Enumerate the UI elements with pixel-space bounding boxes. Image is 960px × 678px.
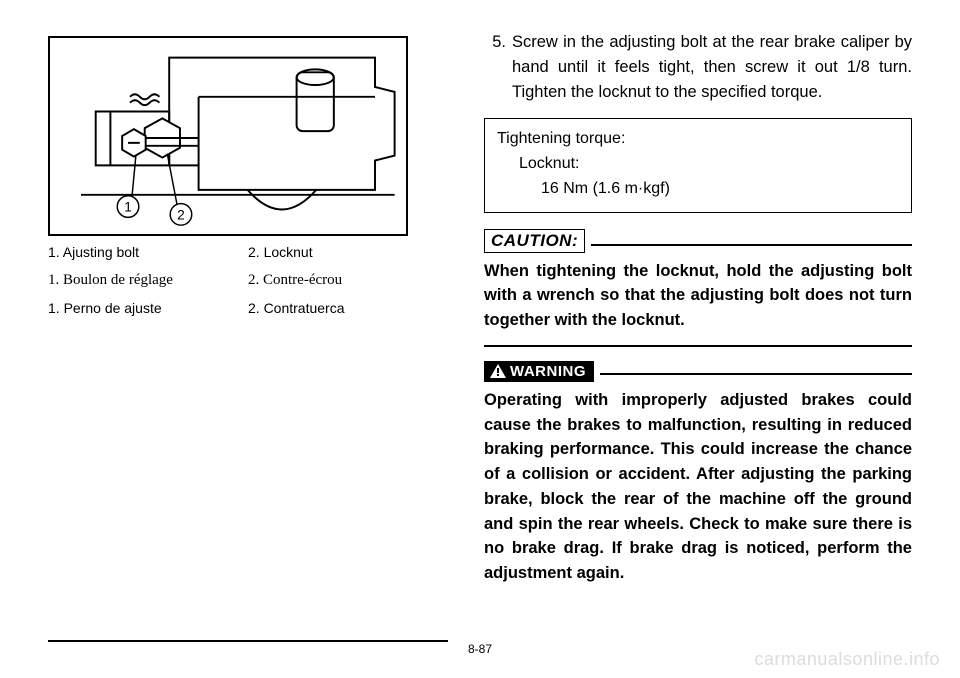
caption-es: 1. Perno de ajuste 2. Contratuerca (48, 298, 448, 319)
manual-page: 1 2 1. Ajusting bolt 2. Locknut 1. Boulo… (0, 0, 960, 678)
spec-box: Tightening torque: Locknut: 16 Nm (1.6 m… (484, 118, 912, 212)
spec-line-1: Tightening torque: (497, 127, 899, 152)
callout-1: 1 (124, 199, 132, 214)
right-column: 5. Screw in the adjusting bolt at the re… (484, 30, 912, 658)
warning-label-box: WARNING (484, 361, 594, 382)
spec-line-3: 16 Nm (1.6 m·kgf) (497, 177, 899, 202)
caption-en: 1. Ajusting bolt 2. Locknut (48, 242, 448, 263)
step-text: Screw in the adjusting bolt at the rear … (512, 30, 912, 104)
caution-header: CAUTION: (484, 229, 912, 253)
warning-header: WARNING (484, 361, 912, 382)
caption-fr: 1. Boulon de réglage 2. Contre-écrou (48, 269, 448, 292)
caution-label: CAUTION: (484, 229, 585, 253)
divider-1 (484, 345, 912, 347)
left-column: 1 2 1. Ajusting bolt 2. Locknut 1. Boulo… (48, 30, 448, 658)
warning-rule (600, 373, 912, 375)
figure-svg: 1 2 (50, 38, 406, 234)
caption-es-a: 1. Perno de ajuste (48, 298, 248, 319)
caption-es-b: 2. Contratuerca (248, 298, 448, 319)
warning-icon (490, 364, 506, 378)
spec-line-2: Locknut: (497, 152, 899, 177)
caption-fr-b: 2. Contre-écrou (248, 269, 448, 292)
warning-body: Operating with improperly adjusted brake… (484, 388, 912, 586)
caption-en-a: 1. Ajusting bolt (48, 242, 248, 263)
caution-rule (591, 244, 912, 246)
caution-body: When tightening the locknut, hold the ad… (484, 259, 912, 333)
watermark: carmanualsonline.info (754, 649, 940, 670)
caption-en-b: 2. Locknut (248, 242, 448, 263)
step-5: 5. Screw in the adjusting bolt at the re… (484, 30, 912, 104)
warning-label: WARNING (510, 363, 586, 380)
step-number: 5. (484, 30, 512, 104)
callout-2: 2 (177, 207, 185, 222)
figure-brake-caliper: 1 2 (48, 36, 408, 236)
caption-fr-a: 1. Boulon de réglage (48, 269, 248, 292)
